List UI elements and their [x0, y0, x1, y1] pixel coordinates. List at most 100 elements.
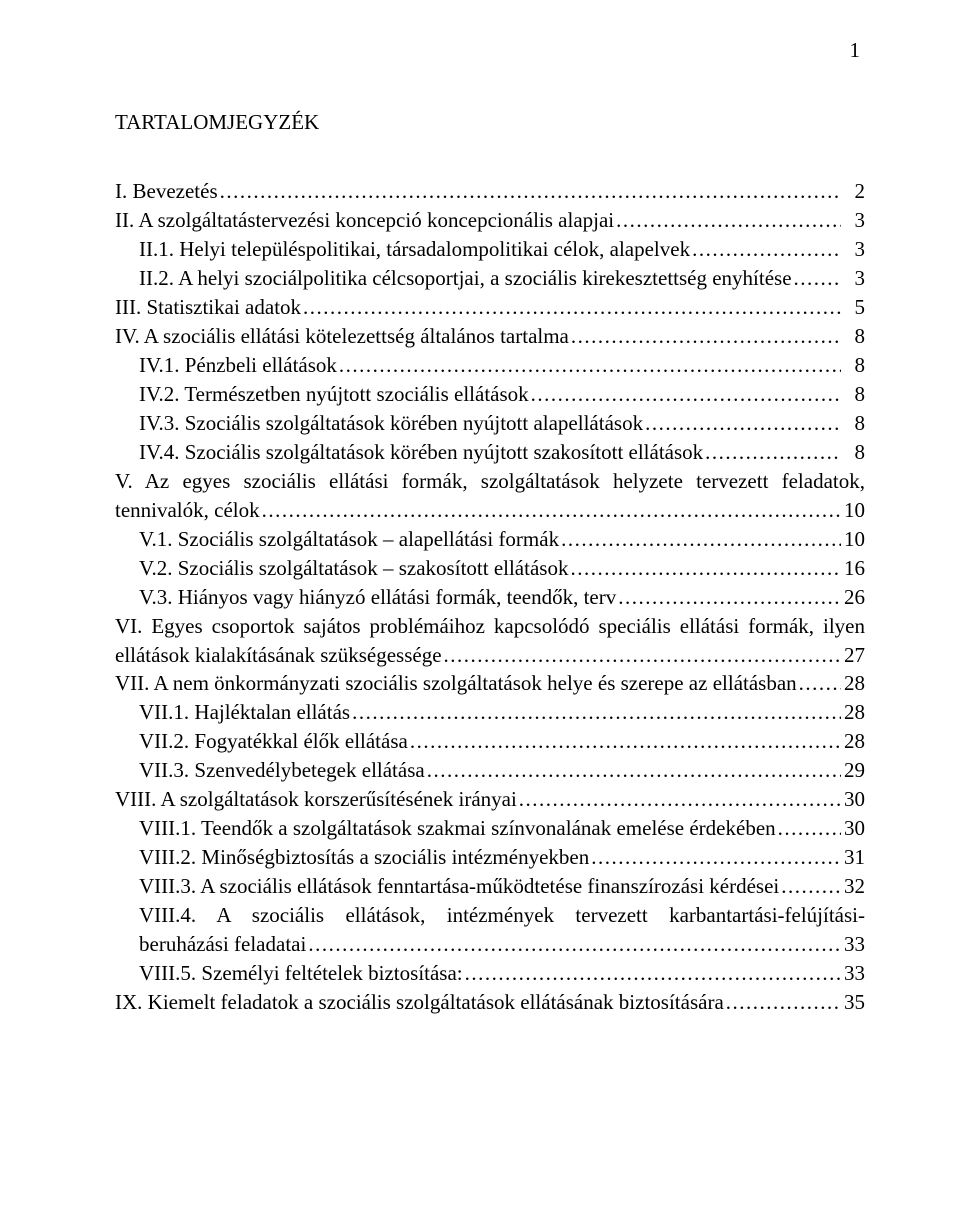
toc-entry-label: V.2. Szociális szolgáltatások – szakosít… — [139, 554, 568, 583]
toc-leader: ........................................… — [724, 988, 841, 1017]
toc-entry-label: III. Statisztikai adatok — [115, 293, 301, 322]
toc-page-number: 28 — [841, 727, 865, 756]
toc-page-number: 29 — [841, 756, 865, 785]
toc-entry-label: V.1. Szociális szolgáltatások – alapellá… — [139, 525, 559, 554]
toc-leader: ........................................… — [614, 206, 841, 235]
toc-entry-label: beruházási feladatai — [139, 930, 306, 959]
toc-leader: ........................................… — [589, 843, 841, 872]
toc-entry-label: VIII.1. Teendők a szolgáltatások szakmai… — [139, 814, 776, 843]
toc-page-number: 8 — [841, 438, 865, 467]
toc-page-number: 27 — [841, 641, 865, 670]
document-page: 1 TARTALOMJEGYZÉK I. Bevezetés..........… — [0, 0, 960, 1227]
toc-page-number: 2 — [841, 177, 865, 206]
toc-entry: VIII.4. A szociális ellátások, intézmény… — [115, 901, 865, 959]
toc-page-number: 8 — [841, 351, 865, 380]
toc-page-number: 8 — [841, 322, 865, 351]
toc-page-number: 10 — [841, 525, 865, 554]
toc-page-number: 31 — [841, 843, 865, 872]
toc-leader: ........................................… — [616, 583, 841, 612]
toc-leader: ........................................… — [797, 669, 841, 698]
toc-leader: ........................................… — [779, 872, 841, 901]
toc-leader: ........................................… — [776, 814, 841, 843]
toc-entry-label: IV.3. Szociális szolgáltatások körében n… — [139, 409, 643, 438]
toc-leader: ........................................… — [301, 293, 841, 322]
toc-entry-continuation: ellátások kialakításának szükségessége..… — [115, 641, 865, 670]
table-of-contents: I. Bevezetés............................… — [115, 177, 865, 1017]
toc-page-number: 32 — [841, 872, 865, 901]
toc-page-number: 3 — [841, 206, 865, 235]
document-title: TARTALOMJEGYZÉK — [115, 110, 865, 135]
toc-leader: ........................................… — [517, 785, 841, 814]
toc-leader: ........................................… — [260, 496, 841, 525]
toc-page-number: 30 — [841, 814, 865, 843]
toc-entry-label: IV. A szociális ellátási kötelezettség á… — [115, 322, 569, 351]
toc-entry: VI. Egyes csoportok sajátos problémáihoz… — [115, 612, 865, 670]
toc-leader: ........................................… — [306, 930, 841, 959]
toc-entry: VIII.3. A szociális ellátások fenntartás… — [115, 872, 865, 901]
toc-page-number: 3 — [841, 235, 865, 264]
toc-entry-label: VII.2. Fogyatékkal élők ellátása — [139, 727, 408, 756]
toc-entry: II. A szolgáltatástervezési koncepció ko… — [115, 206, 865, 235]
toc-entry-first-line: VI. Egyes csoportok sajátos problémáihoz… — [115, 612, 865, 641]
toc-page-number: 10 — [841, 496, 865, 525]
toc-leader: ........................................… — [559, 525, 841, 554]
toc-entry: V.1. Szociális szolgáltatások – alapellá… — [115, 525, 865, 554]
toc-page-number: 8 — [841, 409, 865, 438]
toc-leader: ........................................… — [408, 727, 841, 756]
page-number: 1 — [850, 38, 861, 63]
toc-leader: ........................................… — [442, 641, 841, 670]
toc-entry-label: IX. Kiemelt feladatok a szociális szolgá… — [115, 988, 724, 1017]
toc-entry-label: II.1. Helyi településpolitikai, társadal… — [139, 235, 690, 264]
toc-leader: ........................................… — [703, 438, 841, 467]
toc-entry-label: VII.3. Szenvedélybetegek ellátása — [139, 756, 425, 785]
toc-page-number: 26 — [841, 583, 865, 612]
toc-entry: IV.2. Természetben nyújtott szociális el… — [115, 380, 865, 409]
toc-entry-continuation: beruházási feladatai....................… — [139, 930, 865, 959]
toc-page-number: 16 — [841, 554, 865, 583]
toc-entry: VII.2. Fogyatékkal élők ellátása........… — [115, 727, 865, 756]
toc-page-number: 30 — [841, 785, 865, 814]
toc-entry: IX. Kiemelt feladatok a szociális szolgá… — [115, 988, 865, 1017]
toc-entry-label: IV.1. Pénzbeli ellátások — [139, 351, 337, 380]
toc-page-number: 28 — [841, 698, 865, 727]
toc-page-number: 35 — [841, 988, 865, 1017]
toc-leader: ........................................… — [529, 380, 841, 409]
toc-entry: VII.3. Szenvedélybetegek ellátása.......… — [115, 756, 865, 785]
toc-entry-label: VIII.3. A szociális ellátások fenntartás… — [139, 872, 779, 901]
toc-entry-label: VIII. A szolgáltatások korszerűsítésének… — [115, 785, 517, 814]
toc-entry: VIII. A szolgáltatások korszerűsítésének… — [115, 785, 865, 814]
toc-entry: I. Bevezetés............................… — [115, 177, 865, 206]
toc-page-number: 28 — [841, 669, 865, 698]
toc-leader: ........................................… — [690, 235, 841, 264]
toc-page-number: 8 — [841, 380, 865, 409]
toc-entry-label: IV.4. Szociális szolgáltatások körében n… — [139, 438, 703, 467]
toc-entry-label: tennivalók, célok — [115, 496, 260, 525]
toc-entry-label: II. A szolgáltatástervezési koncepció ko… — [115, 206, 614, 235]
toc-page-number: 3 — [841, 264, 865, 293]
toc-entry: VII. A nem önkormányzati szociális szolg… — [115, 669, 865, 698]
toc-entry: IV.1. Pénzbeli ellátások................… — [115, 351, 865, 380]
toc-entry: II.1. Helyi településpolitikai, társadal… — [115, 235, 865, 264]
toc-entry: VIII.5. Személyi feltételek biztosítása:… — [115, 959, 865, 988]
toc-page-number: 5 — [841, 293, 865, 322]
toc-entry: IV.4. Szociális szolgáltatások körében n… — [115, 438, 865, 467]
toc-entry: V.2. Szociális szolgáltatások – szakosít… — [115, 554, 865, 583]
toc-leader: ........................................… — [463, 959, 841, 988]
toc-leader: ........................................… — [569, 322, 841, 351]
toc-entry-label: I. Bevezetés — [115, 177, 218, 206]
toc-entry-label: VIII.5. Személyi feltételek biztosítása: — [139, 959, 463, 988]
toc-entry-continuation: tennivalók, célok.......................… — [115, 496, 865, 525]
toc-page-number: 33 — [841, 959, 865, 988]
toc-entry-label: ellátások kialakításának szükségessége — [115, 641, 442, 670]
toc-entry-first-line: VIII.4. A szociális ellátások, intézmény… — [139, 901, 865, 930]
toc-page-number: 33 — [841, 930, 865, 959]
toc-entry: II.2. A helyi szociálpolitika célcsoport… — [115, 264, 865, 293]
toc-leader: ........................................… — [337, 351, 841, 380]
toc-leader: ........................................… — [792, 264, 841, 293]
toc-leader: ........................................… — [568, 554, 841, 583]
toc-entry-label: VII. A nem önkormányzati szociális szolg… — [115, 669, 797, 698]
toc-entry: VIII.1. Teendők a szolgáltatások szakmai… — [115, 814, 865, 843]
toc-leader: ........................................… — [350, 698, 841, 727]
toc-entry: VIII.2. Minőségbiztosítás a szociális in… — [115, 843, 865, 872]
toc-entry-label: V.3. Hiányos vagy hiányzó ellátási formá… — [139, 583, 616, 612]
